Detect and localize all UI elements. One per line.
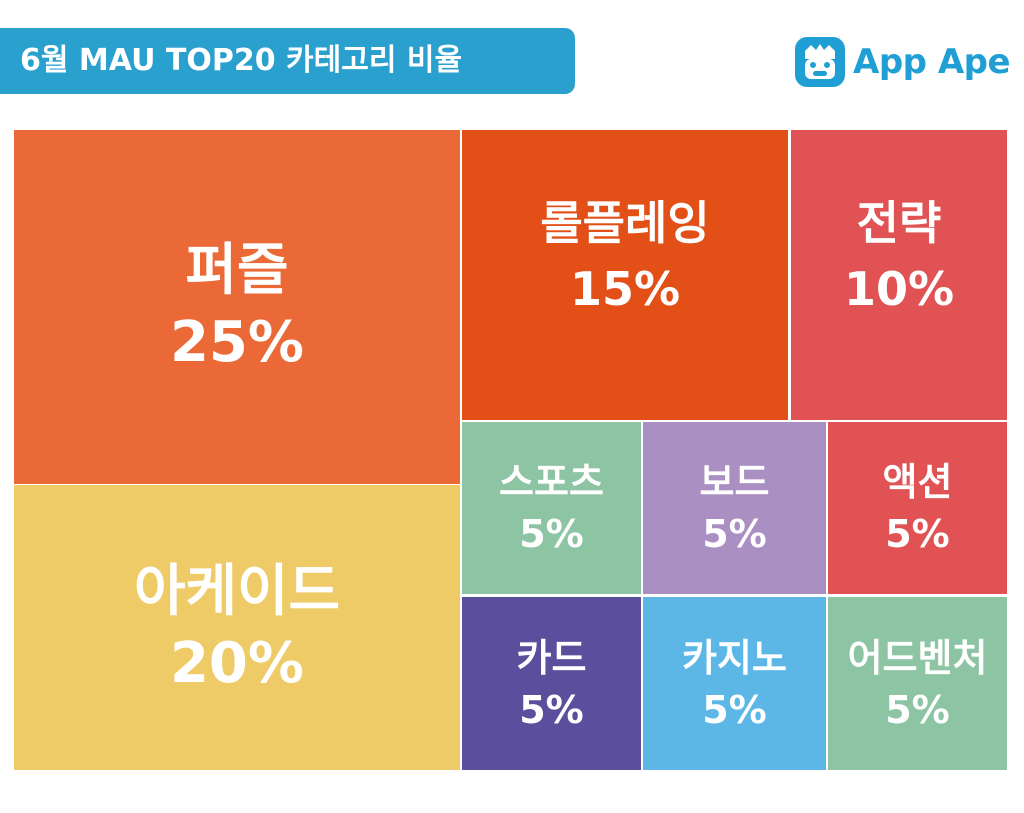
tile-arcade: 아케이드 20% — [14, 485, 460, 770]
tile-label: 퍼즐 — [185, 238, 289, 303]
ape-face-icon — [795, 37, 845, 87]
tile-puzzle: 퍼즐 25% — [14, 130, 460, 484]
tile-value: 5% — [519, 687, 584, 732]
tile-value: 5% — [885, 687, 950, 732]
tile-label: 어드벤처 — [847, 635, 988, 680]
tile-strategy: 전략 10% — [791, 130, 1007, 420]
tile-roleplaying: 롤플레잉 15% — [462, 130, 788, 420]
chart-title: 6월 MAU TOP20 카테고리 비율 — [20, 43, 463, 78]
tile-board: 보드 5% — [643, 422, 826, 594]
tile-casino: 카지노 5% — [643, 597, 826, 770]
tile-label: 카드 — [516, 635, 587, 680]
tile-label: 아케이드 — [133, 558, 341, 624]
tile-value: 20% — [169, 630, 305, 696]
tile-label: 전략 — [856, 196, 942, 250]
tile-card: 카드 5% — [462, 597, 641, 770]
tile-adventure: 어드벤처 5% — [828, 597, 1007, 770]
app-ape-logo: App Ape — [793, 33, 1011, 91]
tile-sports: 스포츠 5% — [462, 422, 641, 594]
tile-label: 카지노 — [682, 635, 787, 680]
tile-label: 액션 — [882, 460, 953, 504]
tile-value: 10% — [843, 262, 955, 316]
chart-title-banner: 6월 MAU TOP20 카테고리 비율 — [0, 28, 575, 94]
tile-value: 5% — [702, 512, 767, 556]
tile-value: 15% — [569, 262, 681, 316]
tile-label: 보드 — [699, 460, 770, 504]
tile-value: 5% — [519, 512, 584, 556]
tile-value: 5% — [885, 512, 950, 556]
logo-text: App Ape — [853, 42, 1011, 82]
tile-value: 5% — [702, 687, 767, 732]
tile-action: 액션 5% — [828, 422, 1007, 594]
tile-value: 25% — [169, 310, 305, 375]
tile-label: 롤플레잉 — [540, 196, 710, 250]
tile-label: 스포츠 — [499, 460, 604, 504]
